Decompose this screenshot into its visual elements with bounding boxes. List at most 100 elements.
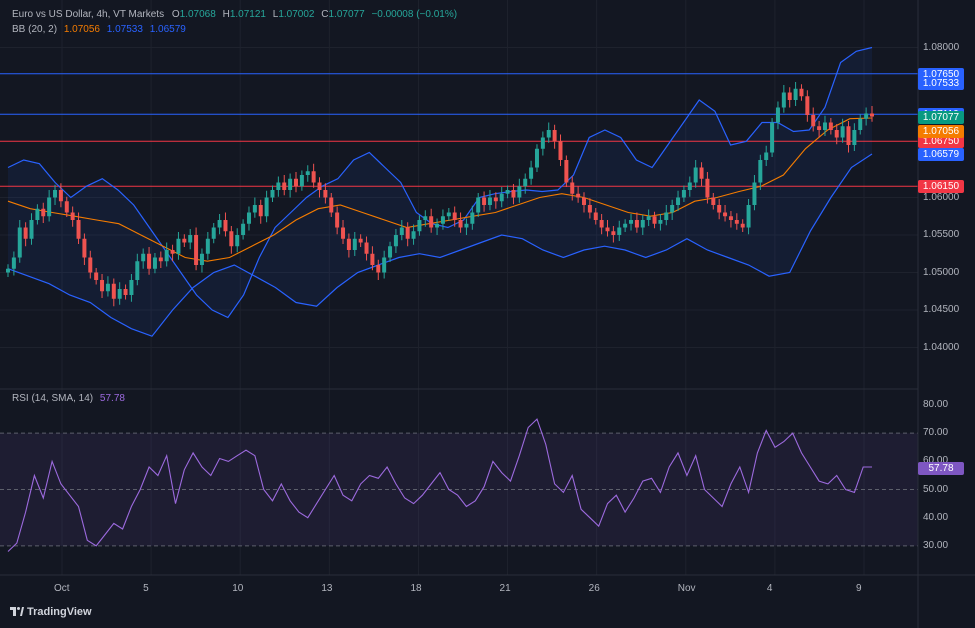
bollinger-band-fill xyxy=(8,47,872,337)
bb-mid-line xyxy=(7,117,873,262)
candle-body xyxy=(493,197,498,202)
low-label: L xyxy=(272,9,279,20)
candle-body xyxy=(429,216,434,228)
candle-body xyxy=(223,220,228,232)
candle-body xyxy=(352,238,357,250)
candle-body xyxy=(487,197,492,205)
rsi-tick-label: 70.00 xyxy=(923,427,949,439)
candle-body xyxy=(687,182,692,190)
horizontal-levels[interactable] xyxy=(0,73,918,187)
candle-body xyxy=(388,246,393,258)
price-tick-label: 1.06000 xyxy=(923,191,960,203)
candle-body xyxy=(623,223,628,228)
candle-body xyxy=(70,212,75,220)
main-legend: Euro vs US Dollar, 4h, VT Markets O1.070… xyxy=(12,9,457,20)
candle-body xyxy=(546,130,551,138)
candle-body xyxy=(775,107,780,123)
time-tick-label: 9 xyxy=(856,583,862,594)
candle-body xyxy=(723,212,728,217)
candle-body xyxy=(205,238,210,254)
candle-body xyxy=(523,178,528,187)
rsi-tick-label: 40.00 xyxy=(923,511,949,523)
candle-body xyxy=(341,227,346,239)
candle-body xyxy=(241,223,246,235)
candle-body xyxy=(294,178,298,187)
symbol-title[interactable]: Euro vs US Dollar, 4h, VT Markets xyxy=(12,9,165,20)
rsi-label: RSI (14, SMA, 14) xyxy=(12,393,94,404)
candle-body xyxy=(787,92,792,100)
price-tag-bb_mid: 1.07056 xyxy=(918,125,964,139)
candle-body xyxy=(105,283,110,292)
candle-body xyxy=(123,289,128,295)
price-tag-bb_upper: 1.07533 xyxy=(918,76,964,90)
bb-lower-value: 1.06579 xyxy=(149,24,186,35)
candle-body xyxy=(323,190,328,198)
candle-body xyxy=(246,212,251,224)
bb-legend[interactable]: BB (20, 2) 1.07056 1.07533 1.06579 xyxy=(12,24,186,35)
candle-body xyxy=(211,227,216,239)
candle-body xyxy=(17,227,22,258)
candle-body xyxy=(199,253,204,265)
candle-body xyxy=(100,280,105,292)
candle-body xyxy=(540,137,545,149)
candle-body xyxy=(670,205,675,213)
price-tick-label: 1.05000 xyxy=(923,266,960,278)
candle-body xyxy=(705,178,710,198)
candle-body xyxy=(170,250,175,254)
candle-body xyxy=(41,208,46,217)
candle-body xyxy=(470,212,475,224)
candle-body xyxy=(693,167,698,183)
candle-body xyxy=(405,227,410,239)
rsi-legend[interactable]: RSI (14, SMA, 14) 57.78 xyxy=(12,393,125,404)
price-tag-last: 1.07077 xyxy=(918,110,964,124)
candle-body xyxy=(229,231,234,247)
candle-body xyxy=(29,220,34,239)
candle-body xyxy=(329,197,334,213)
candle-body xyxy=(417,220,422,232)
time-tick-label: 26 xyxy=(588,583,600,594)
candle-body xyxy=(817,126,822,130)
rsi-panel xyxy=(0,418,918,552)
candle-body xyxy=(47,197,52,217)
candle-body xyxy=(423,216,428,220)
bb-lower-line xyxy=(7,153,873,337)
candle-body xyxy=(728,216,733,220)
candle-body xyxy=(288,178,293,190)
price-tick-label: 1.04000 xyxy=(923,341,960,353)
candle-body xyxy=(276,182,281,190)
candle-body xyxy=(646,216,651,220)
candle-body xyxy=(822,122,827,130)
candle-body xyxy=(147,253,152,269)
candle-body xyxy=(376,265,381,273)
candle-body xyxy=(499,193,504,202)
candle-body xyxy=(270,190,275,198)
candle-body xyxy=(317,182,322,190)
candle-body xyxy=(617,227,622,235)
tradingview-brand[interactable]: TradingView xyxy=(10,606,92,618)
bb-fill-area xyxy=(8,47,872,337)
change-value: −0.00008 (−0.01%) xyxy=(371,9,458,20)
candle-body xyxy=(82,238,87,258)
candle-body xyxy=(582,197,586,205)
candle-body xyxy=(717,205,722,213)
candle-body xyxy=(605,227,610,232)
price-tick-label: 1.05500 xyxy=(923,229,960,240)
time-tick-label: 18 xyxy=(410,583,422,594)
candle-body xyxy=(864,113,869,119)
candle-body xyxy=(235,235,240,247)
candle-body xyxy=(552,130,557,142)
bb-upper-value: 1.07533 xyxy=(106,24,143,35)
price-tick-label: 1.08000 xyxy=(923,41,960,53)
candle-body xyxy=(152,257,157,269)
time-tick-label: 4 xyxy=(766,583,773,594)
candle-body xyxy=(799,88,804,97)
candle-body xyxy=(282,182,287,190)
candle-body xyxy=(846,126,851,145)
bb-label: BB (20, 2) xyxy=(12,24,58,35)
candle-body xyxy=(64,201,69,213)
candles xyxy=(6,82,874,307)
candle-body xyxy=(194,235,199,265)
candle-body xyxy=(840,126,845,138)
time-tick-label: Oct xyxy=(54,583,70,594)
